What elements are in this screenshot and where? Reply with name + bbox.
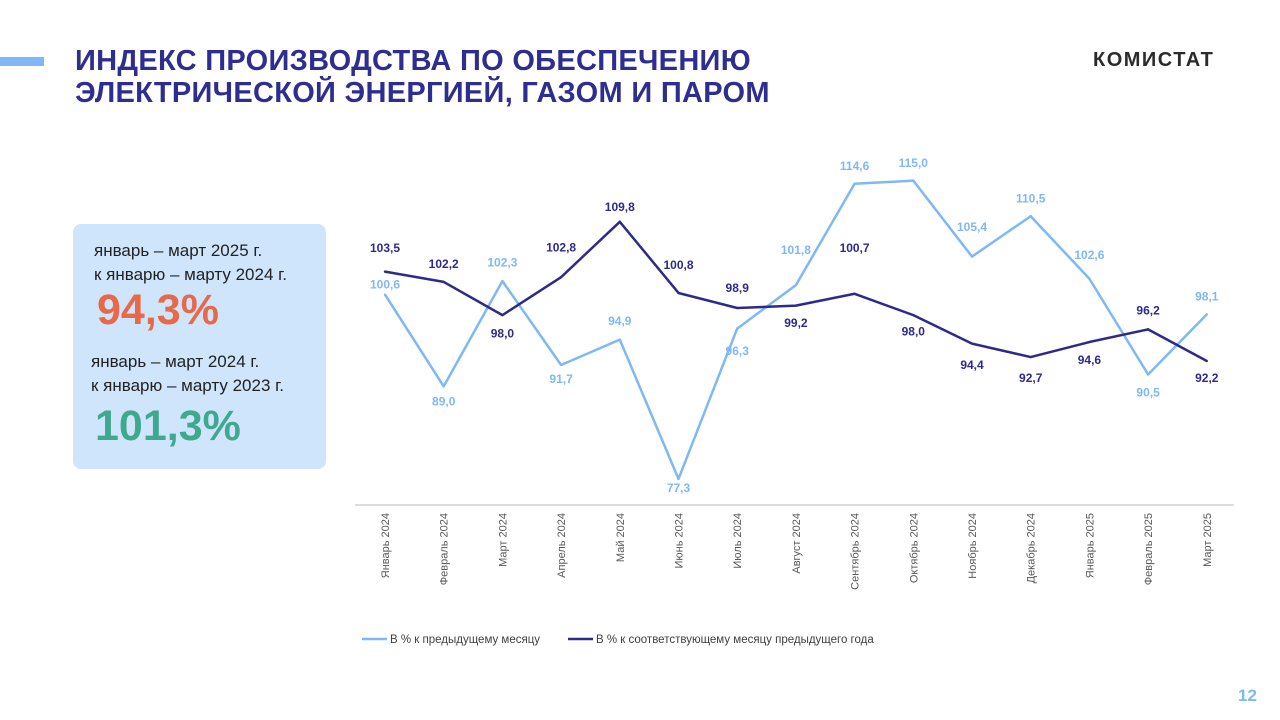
summary-value-2: 101,3%: [95, 402, 241, 450]
x-tick-label: Февраль 2024: [439, 513, 451, 585]
summary-caption-2: январь – март 2024 г. к январю – марту 2…: [91, 350, 284, 398]
data-label: 102,8: [546, 240, 576, 254]
x-tick-label: Январь 2024: [380, 513, 392, 578]
x-tick-label: Сентябрь 2024: [850, 513, 862, 590]
data-label: 114,6: [840, 159, 870, 173]
title-accent-bar: [0, 57, 44, 66]
data-point: [970, 255, 974, 258]
x-tick-label: Апрель 2024: [556, 513, 568, 578]
data-point: [618, 220, 621, 223]
data-point: [442, 385, 445, 388]
data-label: 103,5: [370, 241, 400, 255]
data-label: 98,0: [491, 326, 515, 340]
data-label: 102,3: [487, 255, 517, 269]
x-tick-label: Март 2025: [1202, 513, 1214, 567]
data-label: 92,2: [1195, 371, 1219, 385]
x-tick-label: Август 2024: [791, 513, 803, 574]
data-label: 100,6: [370, 278, 400, 292]
data-point: [501, 313, 504, 317]
page-title: ИНДЕКС ПРОИЗВОДСТВА ПО ОБЕСПЕЧЕНИЮ ЭЛЕКТ…: [75, 45, 770, 109]
x-tick-label: Июль 2024: [732, 513, 744, 569]
data-label: 98,9: [726, 281, 750, 295]
data-label: 91,7: [549, 372, 573, 386]
data-label: 90,5: [1136, 386, 1160, 400]
data-point: [442, 280, 445, 284]
data-point: [1088, 340, 1091, 344]
data-label: 100,7: [840, 241, 870, 255]
data-label: 101,8: [781, 243, 811, 257]
data-point: [1029, 215, 1032, 218]
summary-caption-1: январь – март 2025 г. к январю – марту 2…: [94, 239, 287, 287]
data-label: 109,8: [605, 200, 635, 214]
data-point: [1146, 328, 1150, 331]
x-tick-label: Февраль 2025: [1143, 513, 1155, 585]
data-point: [736, 327, 739, 330]
x-tick-label: Январь 2025: [1084, 513, 1096, 578]
data-point: [853, 292, 856, 295]
data-label: 92,7: [1019, 371, 1043, 385]
data-label: 102,6: [1074, 248, 1104, 262]
legend-label: В % к соответствующему месяцу предыдущег…: [596, 634, 874, 646]
data-label: 100,8: [663, 258, 693, 272]
data-label: 110,5: [1016, 191, 1046, 205]
data-point: [970, 342, 974, 345]
data-label: 94,6: [1078, 353, 1102, 367]
data-label: 105,4: [957, 220, 987, 234]
data-point: [1029, 355, 1032, 359]
data-label: 77,3: [667, 481, 691, 495]
data-point: [1205, 359, 1209, 363]
data-label: 98,1: [1195, 290, 1219, 304]
data-point: [559, 363, 563, 367]
summary-panel: [73, 224, 326, 469]
x-tick-label: Ноябрь 2024: [967, 513, 979, 579]
title-line-1: ИНДЕКС ПРОИЗВОДСТВА ПО ОБЕСПЕЧЕНИЮ: [75, 45, 751, 77]
data-label: 98,0: [902, 324, 926, 338]
data-label: 96,2: [1136, 304, 1160, 318]
data-point: [501, 279, 504, 283]
data-label: 102,2: [429, 257, 459, 271]
data-point: [383, 270, 387, 273]
legend-label: В % к предыдущему месяцу: [390, 634, 540, 646]
data-point: [618, 338, 621, 341]
data-label: 89,0: [432, 395, 456, 409]
data-label: 94,4: [960, 358, 984, 372]
x-tick-label: Декабрь 2024: [1026, 513, 1038, 583]
data-point: [736, 306, 739, 310]
caption-line: январь – март 2024 г.: [91, 352, 260, 371]
data-point: [677, 291, 680, 295]
data-label: 94,9: [608, 314, 632, 328]
data-point: [912, 179, 915, 182]
x-tick-label: Май 2024: [615, 513, 627, 562]
data-point: [559, 275, 563, 279]
caption-line: к январю – марту 2023 г.: [91, 376, 284, 395]
caption-line: к январю – марту 2024 г.: [94, 265, 287, 284]
data-point: [794, 283, 798, 287]
data-point: [677, 477, 680, 481]
caption-line: январь – март 2025 г.: [94, 241, 263, 260]
data-label: 115,0: [899, 156, 929, 170]
data-point: [1146, 373, 1150, 376]
x-tick-label: Март 2024: [497, 513, 509, 567]
data-point: [1205, 313, 1209, 316]
summary-value-1: 94,3%: [97, 286, 219, 334]
data-label: 96,3: [726, 344, 750, 358]
data-point: [912, 313, 915, 317]
data-point: [853, 182, 856, 186]
page-number: 12: [1238, 686, 1257, 705]
data-point: [794, 304, 798, 307]
data-label: 99,2: [784, 316, 808, 330]
x-tick-label: Октябрь 2024: [908, 513, 920, 583]
logo: КОМИСТАТ: [1093, 49, 1215, 71]
x-tick-label: Июнь 2024: [674, 513, 686, 569]
data-point: [383, 293, 387, 296]
data-point: [1088, 277, 1091, 280]
title-line-2: ЭЛЕКТРИЧЕСКОЙ ЭНЕРГИЕЙ, ГАЗОМ И ПАРОМ: [75, 77, 770, 109]
